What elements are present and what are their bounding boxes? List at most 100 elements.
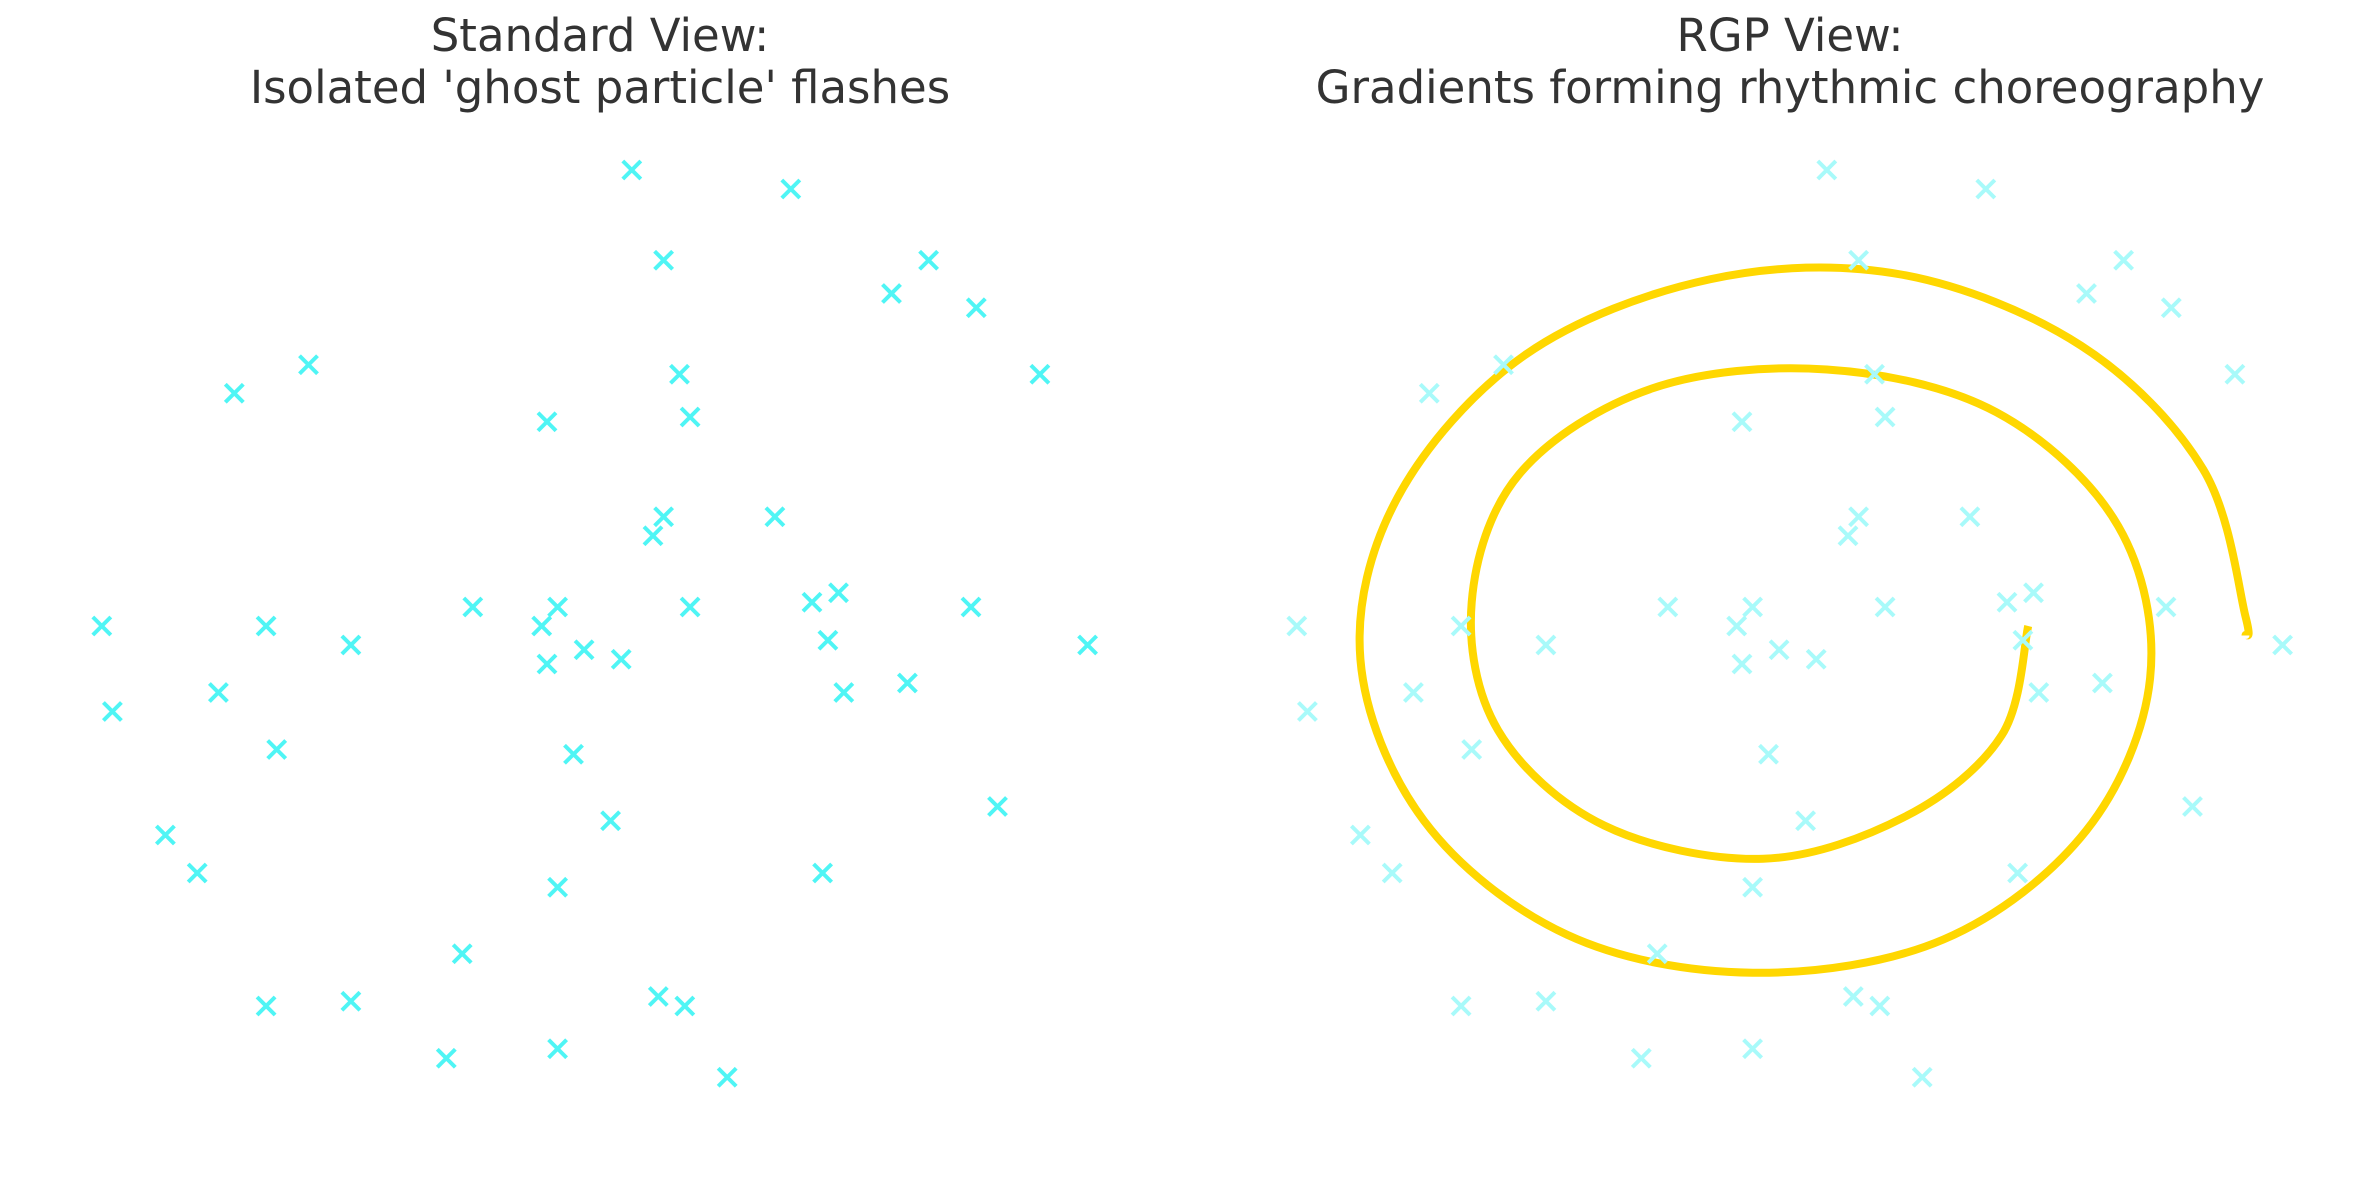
left-particle-marker (451, 943, 473, 965)
left-particle-marker (255, 995, 277, 1017)
right-particle-marker (1402, 682, 1424, 703)
left-particle-marker (801, 591, 823, 613)
right-particle-marker (1535, 990, 1557, 1012)
right-particle-marker (2007, 862, 2029, 884)
right-particle-marker (1848, 249, 1870, 271)
left-particle-marker (828, 582, 849, 604)
right-particle-marker (1742, 596, 1764, 618)
right-title-line-1: RGP View: (1676, 9, 1904, 62)
right-particle-marker (1805, 648, 1827, 670)
right-particle-marker (1996, 591, 2018, 613)
left-particle-marker (255, 615, 277, 637)
right-particle-marker (2272, 634, 2294, 656)
right-particle-marker (1864, 363, 1885, 385)
left-particle-marker (610, 648, 632, 670)
left-particle-marker (896, 672, 918, 694)
right-points-group (1286, 159, 2294, 1088)
right-particle-marker (2182, 796, 2203, 817)
right-particle-marker (1731, 411, 1753, 433)
left-particle-marker (621, 159, 643, 181)
left-particle-marker (547, 876, 569, 898)
left-particle-marker (536, 653, 558, 675)
left-particle-marker (965, 297, 987, 319)
left-particle-marker (918, 249, 940, 271)
right-particle-marker (1535, 634, 1557, 656)
right-particle-marker (2224, 363, 2246, 385)
right-particle-marker (1742, 876, 1764, 898)
left-particle-marker (764, 506, 786, 528)
right-particle-marker (1646, 943, 1668, 965)
right-particle-marker (1837, 525, 1859, 547)
right-particle-marker (1975, 178, 1997, 200)
right-particle-marker (1418, 382, 1440, 404)
left-particle-marker (223, 382, 245, 404)
right-particle-marker (1795, 810, 1817, 832)
left-particle-marker (91, 615, 113, 637)
right-particle-marker (1657, 596, 1679, 618)
left-particle-marker (647, 986, 669, 1007)
left-particle-marker (340, 990, 362, 1012)
right-particle-marker (1758, 743, 1779, 765)
left-particle-marker (1077, 634, 1099, 656)
left-particle-marker (186, 862, 208, 884)
left-particle-marker (674, 995, 696, 1017)
left-particle-marker (881, 283, 902, 304)
left-particle-marker (266, 739, 288, 760)
spiral-line (1355, 263, 2253, 977)
right-particle-marker (1286, 615, 1308, 637)
left-particle-marker (101, 701, 123, 722)
right-particle-marker (1726, 615, 1748, 637)
left-particle-marker (679, 406, 701, 428)
right-scatter-panel (1286, 159, 2294, 1088)
right-particle-marker (2113, 249, 2135, 271)
right-particle-marker (1381, 862, 1403, 884)
right-particle-marker (1461, 739, 1483, 760)
left-particle-marker (547, 596, 569, 618)
right-particle-marker (1911, 1066, 1933, 1088)
left-particle-marker (716, 1066, 738, 1088)
left-particle-marker (812, 862, 834, 884)
left-particle-marker (1029, 363, 1051, 385)
left-particle-marker (207, 682, 229, 703)
left-scatter-panel (91, 159, 1099, 1088)
left-particle-marker (833, 682, 855, 703)
right-particle-marker (1296, 701, 1318, 722)
right-particle-marker (1842, 986, 1864, 1007)
left-particle-marker (563, 743, 584, 765)
left-particle-marker (669, 363, 690, 385)
left-particle-marker (573, 639, 595, 661)
left-particle-marker (653, 506, 675, 528)
left-particle-marker (642, 525, 664, 547)
left-title-line-2: Isolated 'ghost particle' flashes (249, 61, 951, 114)
left-particle-marker (547, 1038, 569, 1060)
right-particle-marker (1869, 995, 1891, 1017)
left-particle-marker (536, 411, 558, 433)
right-chart-title: RGP View: Gradients forming rhythmic cho… (1190, 10, 2379, 114)
right-particle-marker (2028, 682, 2050, 703)
left-particle-marker (653, 249, 675, 271)
left-particle-marker (154, 824, 176, 846)
right-particle-marker (2023, 582, 2044, 604)
right-particle-marker (2091, 672, 2113, 694)
right-particle-marker (1450, 615, 1472, 637)
right-particle-marker (1731, 653, 1753, 675)
right-particle-marker (2155, 596, 2177, 618)
right-title-line-2: Gradients forming rhythmic choreography (1315, 61, 2265, 114)
left-particle-marker (960, 596, 982, 618)
left-particle-marker (435, 1047, 457, 1069)
right-particle-marker (1874, 596, 1896, 618)
right-particle-marker (1874, 406, 1896, 428)
left-particle-marker (462, 596, 484, 618)
right-particle-marker (1768, 639, 1790, 661)
right-particle-marker (1349, 824, 1371, 846)
left-particle-marker (298, 354, 319, 376)
left-chart-title: Standard View: Isolated 'ghost particle'… (0, 10, 1200, 114)
left-particle-marker (340, 634, 362, 656)
left-title-line-1: Standard View: (430, 9, 770, 62)
right-particle-marker (1493, 354, 1514, 376)
right-particle-marker (1450, 995, 1472, 1017)
left-particle-marker (817, 629, 839, 651)
right-particle-marker (2160, 297, 2182, 319)
left-particle-marker (987, 796, 1008, 817)
